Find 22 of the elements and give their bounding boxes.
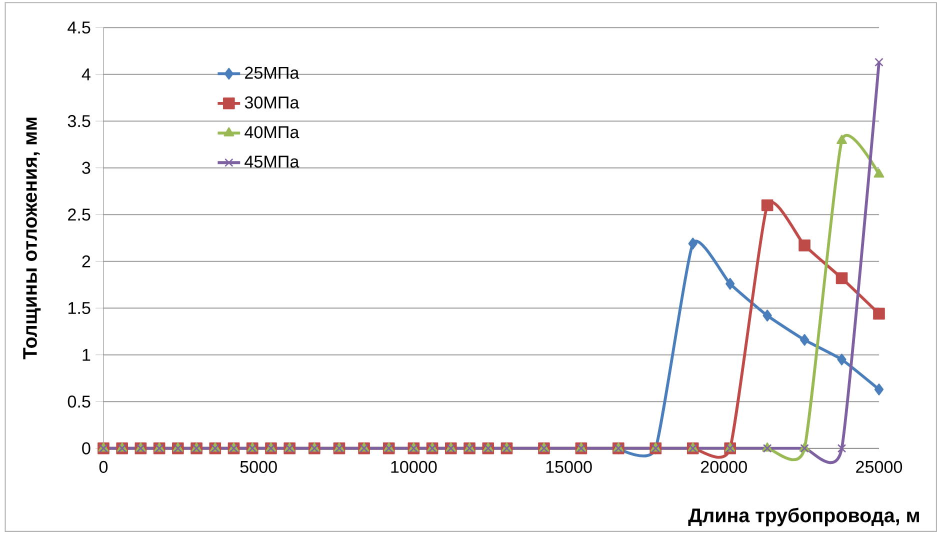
y-tick-label: 1: [82, 348, 90, 361]
x-tick-label: 25000: [856, 460, 902, 473]
x-tick-label: 10000: [391, 460, 437, 473]
y-tick-label: 4.5: [68, 22, 90, 34]
x-axis-title: Длина трубопровода, м: [688, 508, 919, 526]
y-tick-label: 4: [82, 68, 90, 80]
x-tick-label: 15000: [546, 460, 592, 473]
y-tick-label: 3.5: [68, 115, 90, 128]
x-tick-label: 5000: [240, 460, 277, 473]
legend-label: 30МПа: [244, 96, 300, 108]
y-axis-title: Толщины отложения, мм: [23, 118, 41, 360]
x-tick-label: 20000: [701, 460, 747, 473]
y-tick-label: 2.5: [68, 208, 90, 221]
y-tick-label: 3: [82, 162, 90, 174]
y-tick-label: 0: [82, 442, 90, 454]
y-tick-label: 2: [82, 255, 90, 268]
x-tick-label: 0: [99, 460, 108, 473]
y-tick-label: 0.5: [68, 396, 90, 408]
legend-label: 45МПа: [244, 156, 300, 168]
legend-label: 25МПа: [245, 66, 300, 79]
y-tick-label: 1.5: [68, 302, 90, 314]
legend-label: 40МПа: [244, 126, 300, 138]
